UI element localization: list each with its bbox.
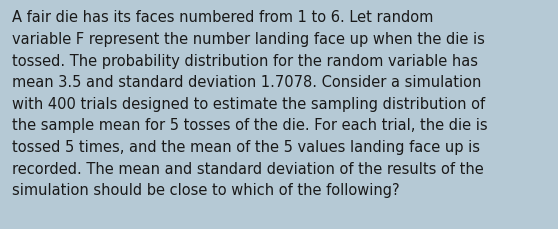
Text: A fair die has its faces numbered from 1 to 6. Let random
variable F represent t: A fair die has its faces numbered from 1… — [12, 10, 488, 197]
